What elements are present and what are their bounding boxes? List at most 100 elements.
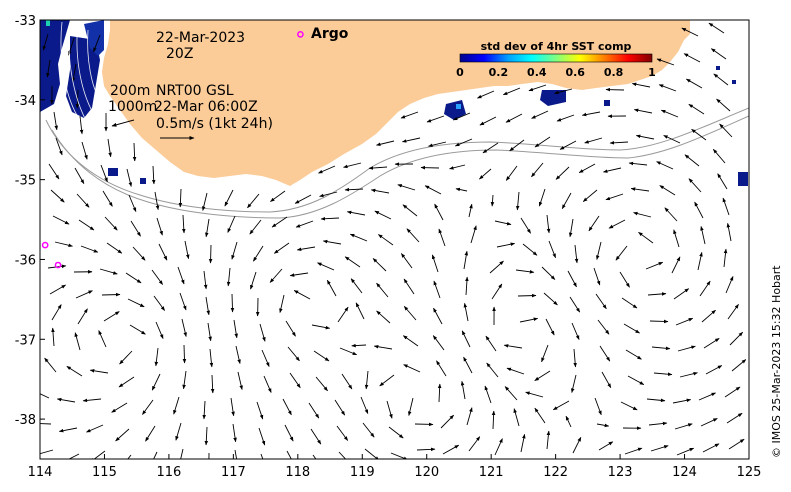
current-vector xyxy=(296,246,316,252)
current-vector xyxy=(40,393,50,399)
current-vector xyxy=(256,401,264,420)
current-vector xyxy=(376,140,395,146)
current-vector xyxy=(615,245,628,261)
current-vector xyxy=(713,73,729,86)
current-vector xyxy=(646,398,666,403)
y-tick-label: -33 xyxy=(15,14,36,29)
current-vector xyxy=(349,233,368,242)
current-vector xyxy=(597,319,610,335)
current-vector xyxy=(545,318,555,336)
current-vector xyxy=(426,115,445,123)
current-vector xyxy=(442,444,460,455)
current-vector xyxy=(127,454,132,459)
current-vector xyxy=(658,84,677,92)
current-vector xyxy=(534,407,546,424)
current-vector xyxy=(496,242,516,248)
current-vector xyxy=(100,164,108,183)
current-vector xyxy=(261,349,270,367)
current-vector xyxy=(310,428,322,445)
current-vector xyxy=(270,190,286,202)
current-vector xyxy=(528,84,547,92)
current-vector xyxy=(179,292,187,311)
current-vector xyxy=(494,220,512,226)
current-vector xyxy=(344,187,364,192)
current-vector xyxy=(205,296,210,316)
current-vector xyxy=(376,282,389,298)
current-vector xyxy=(312,454,317,459)
current-vector xyxy=(664,207,678,222)
argo-float-icon xyxy=(297,31,304,38)
current-vector xyxy=(491,410,496,430)
current-vector xyxy=(318,165,336,174)
current-vector xyxy=(247,193,260,209)
current-vector xyxy=(728,438,745,450)
current-vector xyxy=(454,138,473,147)
current-vector xyxy=(259,323,266,342)
current-vector xyxy=(502,87,521,96)
y-tick-label: -34 xyxy=(15,94,36,109)
colorbar-title: std dev of 4hr SST comp xyxy=(481,40,632,53)
current-vector xyxy=(489,260,504,274)
current-vector xyxy=(378,234,394,246)
x-axis-ticks: 114 115 116 117 118 119 120 121 122 123 124 125 xyxy=(28,454,761,480)
current-vector xyxy=(685,78,703,89)
current-vector xyxy=(132,142,137,162)
current-vector xyxy=(75,290,93,299)
current-vector xyxy=(599,345,611,362)
current-vector xyxy=(178,188,183,208)
current-vector xyxy=(555,166,570,180)
current-vector xyxy=(650,445,669,452)
current-vector xyxy=(341,373,353,390)
current-vector xyxy=(522,243,538,256)
current-vector xyxy=(470,225,477,244)
current-vector xyxy=(699,280,711,297)
current-vector xyxy=(531,110,549,119)
current-vector xyxy=(673,288,690,300)
current-vector xyxy=(569,296,581,313)
current-vector xyxy=(534,136,551,148)
current-vector xyxy=(722,197,730,216)
current-vector xyxy=(620,401,638,411)
current-vector xyxy=(701,309,716,323)
current-vector xyxy=(438,228,446,247)
current-vector xyxy=(672,398,692,404)
current-vector xyxy=(605,193,624,201)
current-vector xyxy=(155,321,164,339)
current-vector xyxy=(403,306,417,321)
argo-float-icon xyxy=(54,261,62,269)
current-vector xyxy=(175,422,182,441)
current-vector xyxy=(407,397,414,416)
current-vector xyxy=(559,140,577,150)
current-vector xyxy=(201,192,208,211)
current-vector xyxy=(633,211,652,218)
product-time-label: 22-Mar 06:00Z xyxy=(154,99,258,115)
current-vector xyxy=(723,248,728,268)
current-vector xyxy=(177,266,185,285)
current-vector xyxy=(263,375,272,393)
current-vector xyxy=(491,283,503,300)
current-vector xyxy=(48,163,60,180)
current-vector xyxy=(154,191,160,211)
current-vector xyxy=(584,137,603,144)
plot-frame xyxy=(39,19,750,460)
current-vector xyxy=(449,164,466,170)
current-vector xyxy=(509,139,525,152)
current-vector xyxy=(567,270,577,288)
current-vector xyxy=(455,187,468,192)
x-tick-label: 118 xyxy=(285,465,310,480)
current-vector xyxy=(66,365,83,377)
current-vector xyxy=(565,415,572,428)
current-vector xyxy=(287,346,300,362)
sst-variance-patches xyxy=(40,20,748,186)
current-vector xyxy=(460,380,466,400)
current-vector xyxy=(461,330,471,348)
current-vector xyxy=(428,141,447,148)
current-vector xyxy=(54,241,73,248)
current-vector xyxy=(659,185,676,196)
current-vector xyxy=(182,214,186,234)
product-label: NRT00 GSL xyxy=(156,83,234,99)
current-vector xyxy=(46,59,51,78)
current-vector xyxy=(596,423,610,428)
current-vector xyxy=(317,262,335,271)
current-vector xyxy=(81,141,88,160)
